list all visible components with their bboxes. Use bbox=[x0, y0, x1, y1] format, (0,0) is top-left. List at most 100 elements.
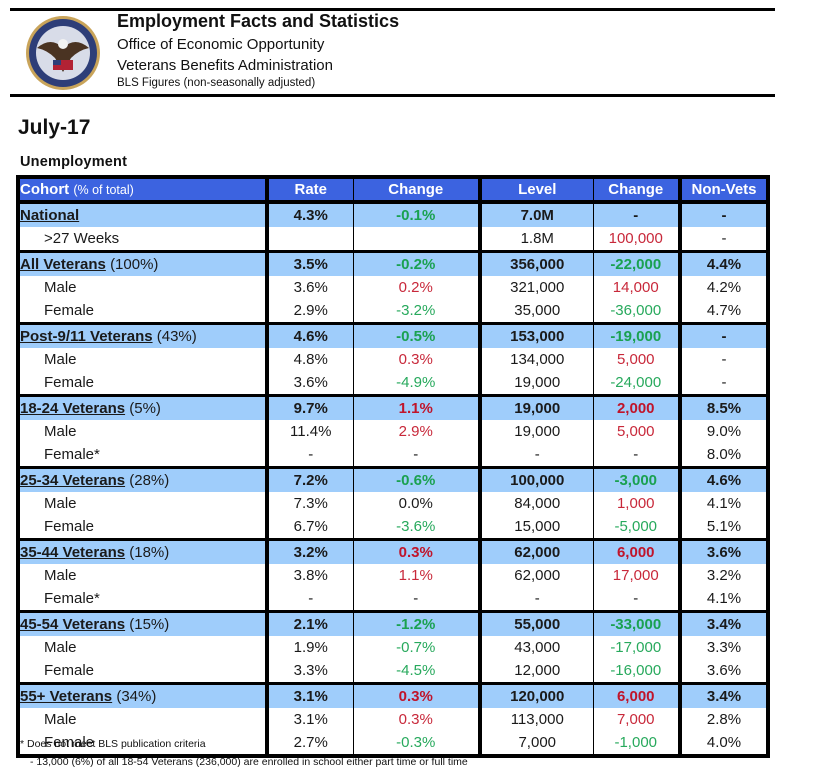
rate-cell: 4.6% bbox=[267, 322, 354, 348]
rate-cell: 3.6% bbox=[267, 276, 354, 299]
rate-cell: 6.7% bbox=[267, 515, 354, 540]
rate-change-cell: 0.3% bbox=[353, 348, 482, 371]
column-label: Cohort bbox=[20, 181, 70, 198]
level-cell: 15,000 bbox=[480, 515, 594, 540]
table-body: National 4.3% -0.1% 7.0M - - >27 Weeks 1.8M 100,… bbox=[18, 202, 768, 756]
nonvets-rate-cell: 4.1% bbox=[680, 492, 768, 515]
cohort-name: Female bbox=[44, 518, 95, 535]
column-sublabel: (% of total) bbox=[73, 183, 134, 197]
level-cell: 113,000 bbox=[480, 708, 594, 731]
level-cell: 134,000 bbox=[480, 348, 594, 371]
level-cell: - bbox=[480, 587, 594, 612]
cohort-name: Female* bbox=[44, 446, 100, 463]
level-change-cell: -33,000 bbox=[593, 610, 682, 636]
cohort-sub-row: >27 Weeks 1.8M 100,000- bbox=[18, 227, 768, 252]
level-change-cell: 2,000 bbox=[593, 394, 682, 420]
cohort-sub-row: Male 7.3% 0.0% 84,000 1,000 4.1% bbox=[18, 492, 768, 515]
level-cell: 19,000 bbox=[480, 420, 594, 443]
cohort-sub-row: Male 3.1% 0.3% 113,000 7,000 2.8% bbox=[18, 708, 768, 731]
rate-change-cell: 0.3% bbox=[353, 538, 482, 564]
level-cell: 1.8M bbox=[480, 227, 594, 252]
level-change-cell: -19,000 bbox=[593, 322, 682, 348]
level-change-cell: - bbox=[593, 443, 682, 468]
level-cell: 62,000 bbox=[480, 538, 594, 564]
unemployment-table: Cohort (% of total) Rate Change Level Ch… bbox=[16, 175, 770, 758]
cohort-group-row: National 4.3% -0.1% 7.0M - - bbox=[18, 202, 768, 227]
rate-change-cell: -0.7% bbox=[353, 636, 482, 659]
level-cell: 7.0M bbox=[480, 202, 594, 227]
cohort-name: 55+ Veterans bbox=[20, 688, 113, 705]
nonvets-rate-cell: - bbox=[680, 202, 768, 227]
nonvets-rate-cell: 2.8% bbox=[680, 708, 768, 731]
level-cell: 19,000 bbox=[480, 371, 594, 396]
cohort-share: (18%) bbox=[129, 544, 170, 561]
cohort-cell: Female bbox=[18, 659, 269, 684]
rate-cell: 2.7% bbox=[267, 731, 354, 756]
nonvets-rate-cell: 3.4% bbox=[680, 610, 768, 636]
level-cell: 35,000 bbox=[480, 299, 594, 324]
cohort-cell: Post-9/11 Veterans (43%) bbox=[18, 322, 269, 348]
rate-change-cell: - bbox=[353, 587, 482, 612]
cohort-cell: 18-24 Veterans (5%) bbox=[18, 394, 269, 420]
level-change-cell: - bbox=[593, 202, 682, 227]
level-change-cell: 17,000 bbox=[593, 564, 682, 587]
nonvets-rate-cell: 8.0% bbox=[680, 443, 768, 468]
cohort-cell: Male bbox=[18, 708, 269, 731]
rate-change-cell: -3.6% bbox=[353, 515, 482, 540]
cohort-cell: Female* bbox=[18, 587, 269, 612]
nonvets-rate-cell: - bbox=[680, 322, 768, 348]
nonvets-rate-cell: 3.3% bbox=[680, 636, 768, 659]
rate-change-cell: 2.9% bbox=[353, 420, 482, 443]
rate-cell bbox=[267, 227, 354, 252]
rate-cell: 2.1% bbox=[267, 610, 354, 636]
level-cell: 153,000 bbox=[480, 322, 594, 348]
nonvets-rate-cell: 8.5% bbox=[680, 394, 768, 420]
rate-change-cell: -4.5% bbox=[353, 659, 482, 684]
cohort-name: 35-44 Veterans bbox=[20, 544, 126, 561]
rate-cell: 4.3% bbox=[267, 202, 354, 227]
level-change-cell: -3,000 bbox=[593, 466, 682, 492]
level-cell: 84,000 bbox=[480, 492, 594, 515]
footnote-asterisk: * Does not meet BLS publication criteria bbox=[20, 738, 206, 750]
level-change-cell: -24,000 bbox=[593, 371, 682, 396]
level-change-cell: -16,000 bbox=[593, 659, 682, 684]
cohort-sub-row: Female 2.9% -3.2% 35,000 -36,000 4.7% bbox=[18, 299, 768, 324]
rate-change-cell: -0.3% bbox=[353, 731, 482, 756]
rate-cell: 4.8% bbox=[267, 348, 354, 371]
cohort-cell: Female* bbox=[18, 443, 269, 468]
level-cell: 7,000 bbox=[480, 731, 594, 756]
nonvets-rate-cell: 9.0% bbox=[680, 420, 768, 443]
nonvets-rate-cell: 4.7% bbox=[680, 299, 768, 324]
cohort-cell: Male bbox=[18, 564, 269, 587]
level-cell: 356,000 bbox=[480, 250, 594, 276]
level-change-cell: 100,000 bbox=[593, 227, 682, 252]
rate-change-cell: - bbox=[353, 443, 482, 468]
administration-name: Veterans Benefits Administration bbox=[117, 57, 333, 74]
cohort-cell: Female bbox=[18, 299, 269, 324]
nonvets-rate-cell: 4.4% bbox=[680, 250, 768, 276]
rate-cell: 11.4% bbox=[267, 420, 354, 443]
level-change-cell: 5,000 bbox=[593, 420, 682, 443]
cohort-share: (5%) bbox=[129, 400, 161, 417]
rate-cell: 3.1% bbox=[267, 708, 354, 731]
column-header-rate: Rate bbox=[267, 177, 354, 204]
rate-cell: 1.9% bbox=[267, 636, 354, 659]
nonvets-rate-cell: 4.6% bbox=[680, 466, 768, 492]
level-cell: 12,000 bbox=[480, 659, 594, 684]
rate-change-cell: -0.5% bbox=[353, 322, 482, 348]
column-header-level-change: Change bbox=[593, 177, 682, 204]
level-change-cell: 7,000 bbox=[593, 708, 682, 731]
nonvets-rate-cell: 3.6% bbox=[680, 659, 768, 684]
cohort-name: Female bbox=[44, 302, 95, 319]
cohort-name: 25-34 Veterans bbox=[20, 472, 126, 489]
level-change-cell: -5,000 bbox=[593, 515, 682, 540]
cohort-cell: 55+ Veterans (34%) bbox=[18, 682, 269, 708]
rate-cell: 3.5% bbox=[267, 250, 354, 276]
rate-cell: 9.7% bbox=[267, 394, 354, 420]
cohort-name: Male bbox=[44, 423, 77, 440]
rate-cell: 3.1% bbox=[267, 682, 354, 708]
nonvets-rate-cell: 4.0% bbox=[680, 731, 768, 756]
va-seal-icon bbox=[26, 16, 100, 90]
level-change-cell: 6,000 bbox=[593, 682, 682, 708]
cohort-name: Male bbox=[44, 567, 77, 584]
